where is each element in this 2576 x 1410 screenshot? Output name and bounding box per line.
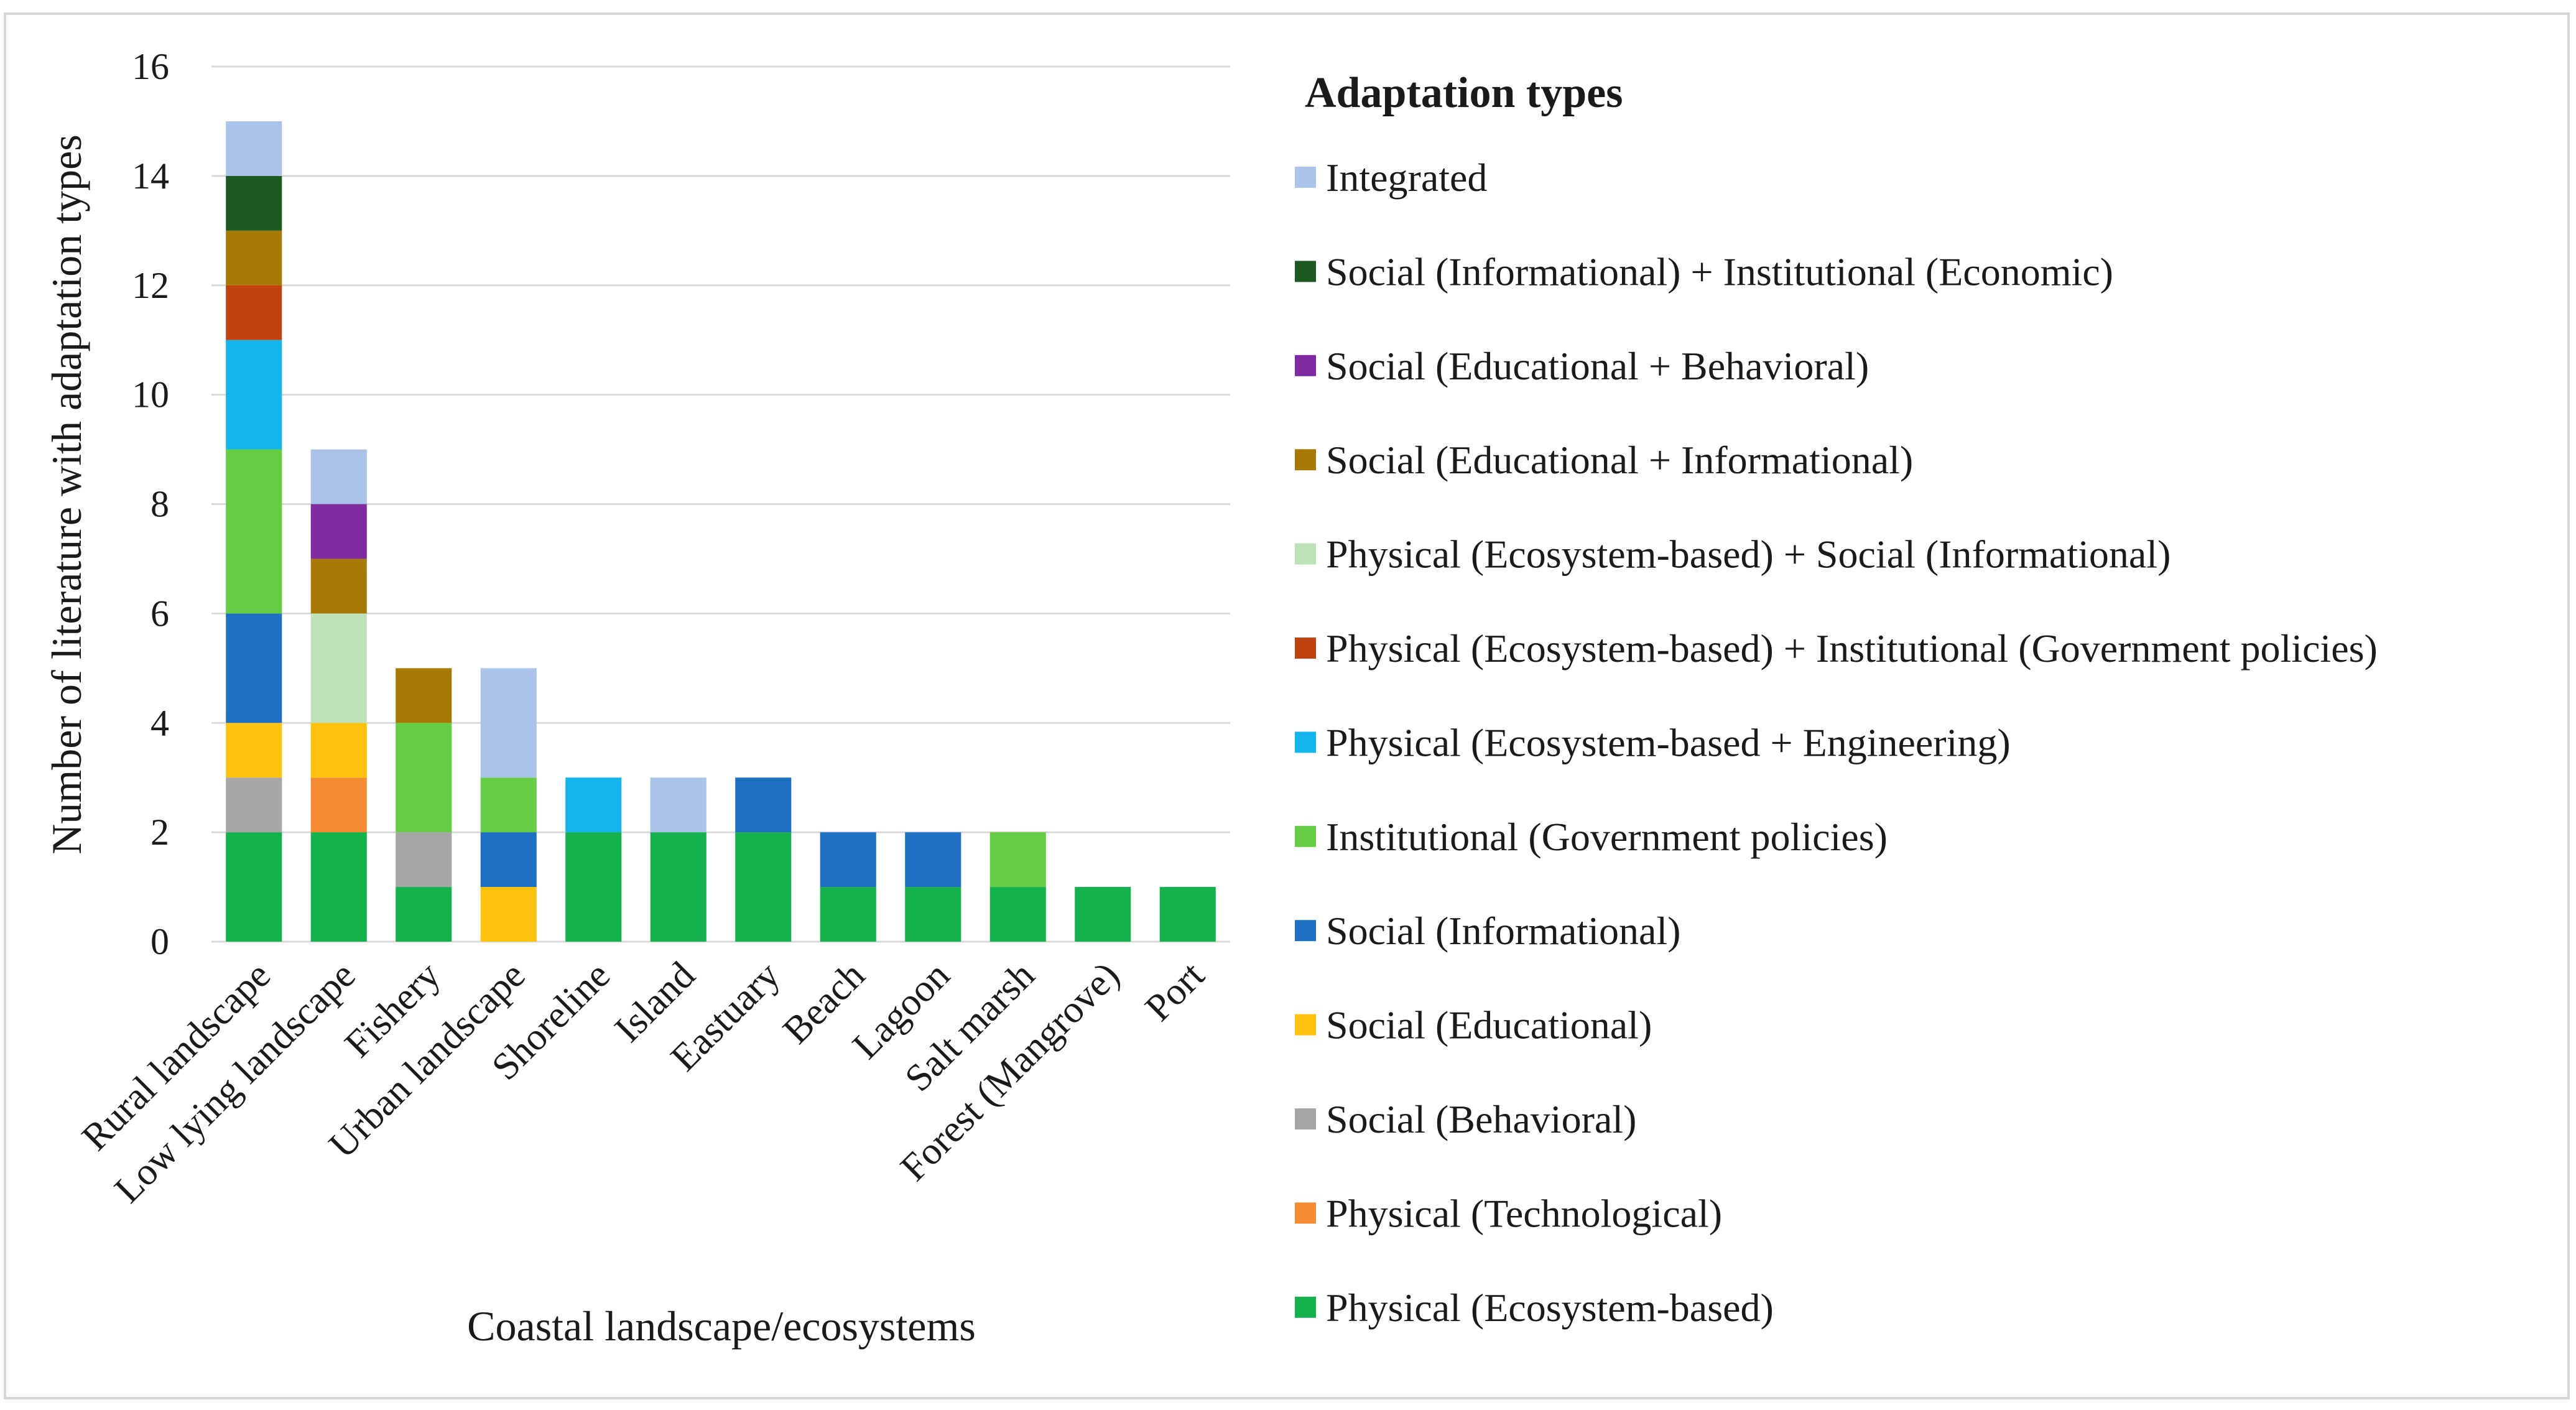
x-tick-label: Port bbox=[1137, 954, 1212, 1029]
bar-segment-rural-landscape-institutional-government-policies bbox=[226, 449, 282, 614]
legend-swatch-social-educational bbox=[1295, 1014, 1316, 1036]
bar-segment-rural-landscape-physical-ecosystem-based-engineering bbox=[226, 340, 282, 450]
bar-segment-urban-landscape-social-educational bbox=[480, 887, 537, 942]
legend-label: Social (Behavioral) bbox=[1326, 1097, 1636, 1141]
y-axis-title: Number of literature with adaptation typ… bbox=[43, 134, 90, 855]
bar-segment-lagoon-social-informational bbox=[905, 832, 961, 888]
bar-segment-rural-landscape-social-educational bbox=[226, 723, 282, 778]
legend-label: Social (Informational) bbox=[1326, 909, 1680, 953]
y-tick-label: 10 bbox=[132, 374, 169, 415]
legend: Integrated Social (Informational) + Insti… bbox=[1295, 155, 2378, 1330]
legend-label: Physical (Technological) bbox=[1326, 1191, 1722, 1235]
bar-segment-rural-landscape-physical-ecosystem-based bbox=[226, 832, 282, 942]
legend-swatch-integrated bbox=[1295, 167, 1316, 188]
bar-segment-urban-landscape-institutional-government-policies bbox=[480, 777, 537, 833]
bar-segment-urban-landscape-social-informational bbox=[480, 832, 537, 888]
y-tick-label: 14 bbox=[132, 155, 169, 197]
y-tick-label: 8 bbox=[151, 484, 169, 525]
legend-label: Integrated bbox=[1326, 155, 1487, 200]
y-tick-label: 2 bbox=[151, 812, 169, 853]
bar-segment-lagoon-physical-ecosystem-based bbox=[905, 887, 961, 942]
legend-swatch-physical-ecosystem-based-institutional-government-policies bbox=[1295, 638, 1316, 659]
bar-segment-fishery-social-educational-informational bbox=[396, 668, 452, 723]
legend-title: Adaptation types bbox=[1305, 69, 1623, 117]
bar-segment-rural-landscape-social-informational bbox=[226, 613, 282, 723]
bar-segment-beach-social-informational bbox=[820, 832, 876, 888]
bar-segment-salt-marsh-physical-ecosystem-based bbox=[989, 887, 1046, 942]
legend-label: Social (Informational) + Institutional (… bbox=[1326, 249, 2113, 294]
legend-swatch-physical-ecosystem-based-social-informational bbox=[1295, 543, 1316, 565]
gridlines bbox=[211, 65, 1230, 943]
y-tick-labels: 0 2 4 6 8 10 12 14 16 bbox=[132, 46, 169, 962]
y-tick-label: 0 bbox=[151, 921, 169, 962]
bar-segment-fishery-institutional-government-policies bbox=[396, 723, 452, 833]
legend-swatch-social-informational-institutional-economic bbox=[1295, 261, 1316, 282]
legend-swatch-institutional-government-policies bbox=[1295, 825, 1316, 847]
legend-label: Social (Educational) bbox=[1326, 1003, 1652, 1047]
bar-segment-salt-marsh-institutional-government-policies bbox=[989, 832, 1046, 888]
bar-segment-low-lying-landscape-social-educational-behavioral bbox=[310, 504, 367, 559]
legend-swatch-social-behavioral bbox=[1295, 1108, 1316, 1129]
bar-segment-shoreline-physical-ecosystem-based bbox=[565, 832, 622, 942]
bar-segment-fishery-physical-ecosystem-based bbox=[396, 887, 452, 942]
legend-label: Physical (Ecosystem-based) + Institution… bbox=[1326, 626, 2378, 670]
bar-segment-port-physical-ecosystem-based bbox=[1159, 887, 1216, 942]
bar-segment-forest-mangrove-physical-ecosystem-based bbox=[1075, 887, 1131, 942]
legend-label: Physical (Ecosystem-based) bbox=[1326, 1286, 1774, 1330]
bar-segment-rural-landscape-physical-ecosystem-based-institutional-government-policies bbox=[226, 285, 282, 340]
y-tick-label: 4 bbox=[151, 702, 169, 743]
x-axis-title: Coastal landscape/ecosystems bbox=[467, 1302, 976, 1350]
bars bbox=[226, 121, 1216, 942]
bar-segment-eastuary-social-informational bbox=[735, 777, 792, 833]
legend-label: Social (Educational + Informational) bbox=[1326, 438, 1913, 482]
y-tick-label: 6 bbox=[151, 593, 169, 634]
legend-label: Physical (Ecosystem-based) + Social (Inf… bbox=[1326, 532, 2171, 577]
bar-segment-urban-landscape-integrated bbox=[480, 668, 537, 778]
bar-segment-low-lying-landscape-physical-technological bbox=[310, 777, 367, 833]
bar-segment-low-lying-landscape-physical-ecosystem-based bbox=[310, 832, 367, 942]
legend-label: Social (Educational + Behavioral) bbox=[1326, 344, 1869, 388]
bar-segment-beach-physical-ecosystem-based bbox=[820, 887, 876, 942]
bar-segment-island-physical-ecosystem-based bbox=[650, 832, 707, 942]
bar-segment-rural-landscape-social-behavioral bbox=[226, 777, 282, 833]
legend-swatch-social-informational bbox=[1295, 920, 1316, 942]
bar-segment-low-lying-landscape-physical-ecosystem-based-social-informational bbox=[310, 613, 367, 723]
legend-label: Institutional (Government policies) bbox=[1326, 815, 1888, 859]
bar-segment-rural-landscape-integrated bbox=[226, 121, 282, 176]
bar-segment-island-integrated bbox=[650, 777, 707, 833]
bar-segment-eastuary-physical-ecosystem-based bbox=[735, 832, 792, 942]
bar-segment-rural-landscape-social-educational-informational bbox=[226, 230, 282, 285]
legend-swatch-physical-ecosystem-based bbox=[1295, 1296, 1316, 1318]
bar-segment-low-lying-landscape-social-educational bbox=[310, 723, 367, 778]
y-tick-label: 12 bbox=[132, 265, 169, 306]
legend-swatch-physical-technological bbox=[1295, 1202, 1316, 1224]
bar-segment-low-lying-landscape-integrated bbox=[310, 449, 367, 504]
bar-segment-rural-landscape-social-informational-institutional-economic bbox=[226, 175, 282, 231]
legend-swatch-physical-ecosystem-based-engineering bbox=[1295, 731, 1316, 753]
bar-segment-shoreline-physical-ecosystem-based-engineering bbox=[565, 777, 622, 833]
bar-segment-fishery-social-behavioral bbox=[396, 832, 452, 888]
legend-label: Physical (Ecosystem-based + Engineering) bbox=[1326, 720, 2011, 764]
legend-swatch-social-educational-behavioral bbox=[1295, 355, 1316, 376]
bar-segment-low-lying-landscape-social-educational-informational bbox=[310, 559, 367, 614]
legend-swatch-social-educational-informational bbox=[1295, 449, 1316, 471]
y-tick-label: 16 bbox=[132, 46, 169, 87]
